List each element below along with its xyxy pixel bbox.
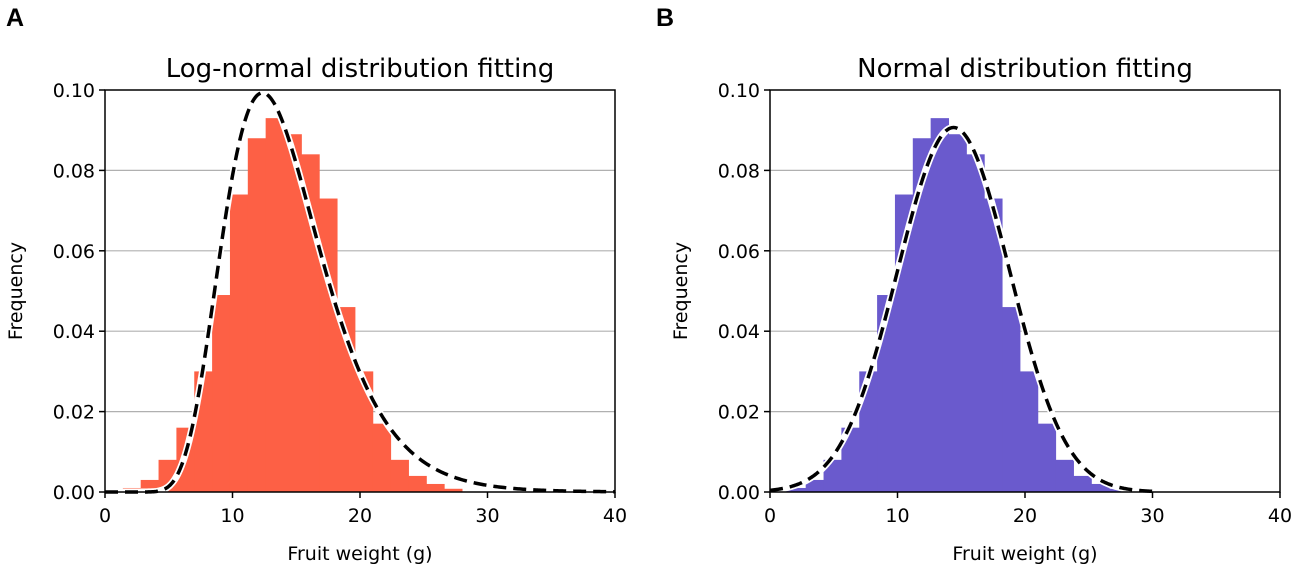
y-tick-label: 0.02 — [53, 402, 95, 424]
y-tick-label: 0.08 — [718, 160, 760, 182]
histogram-bar — [372, 423, 392, 492]
y-tick-label: 0.02 — [718, 402, 760, 424]
histogram-bar — [823, 459, 842, 492]
x-tick-label: 20 — [1013, 505, 1037, 527]
histogram-bar — [229, 194, 249, 492]
panel-letter-a: A — [6, 4, 25, 32]
histogram-bar — [283, 134, 302, 492]
histogram-bar — [1073, 475, 1092, 492]
chart-b-svg: 0 10 20 30 40 0.00 0.02 0.04 0.06 0.08 0.10 Normal … — [670, 54, 1292, 565]
x-tick-label: 30 — [1140, 505, 1164, 527]
x-axis-label: Fruit weight (g) — [287, 543, 432, 565]
histogram-bar — [787, 487, 807, 492]
histogram-bar — [948, 134, 967, 492]
histogram-bar — [354, 371, 374, 492]
histogram-bar — [1002, 307, 1021, 492]
panel-letter-b: B — [656, 4, 675, 32]
fit-curve — [769, 125, 1153, 494]
histogram-bar — [212, 295, 231, 492]
histogram-bar — [444, 488, 463, 492]
histogram-bar — [912, 138, 932, 493]
x-tick-label: 40 — [1268, 505, 1292, 527]
y-tick-label: 0.10 — [53, 80, 95, 102]
histogram-bar — [408, 475, 427, 492]
x-axis-label: Fruit weight (g) — [952, 543, 1097, 565]
chart-a-svg: 0 10 20 30 40 0.00 0.02 0.04 0.06 0.08 0.10 Log-nor… — [5, 54, 627, 565]
chart-panel-b: B 0 10 20 30 40 0.00 0.02 0.04 0.06 0.08 0.10 Norma… — [650, 0, 1299, 570]
y-tick-label: 0.06 — [718, 241, 760, 263]
chart-title: Normal distribution fitting — [857, 54, 1193, 84]
y-axis-label: Frequency — [5, 242, 27, 340]
histogram-bar — [390, 459, 409, 492]
histogram-bar — [247, 138, 267, 493]
x-tick-label: 0 — [764, 505, 776, 527]
y-tick-label: 0.10 — [718, 80, 760, 102]
fit-curve-halo — [102, 89, 618, 496]
y-tick-label: 0.04 — [718, 321, 760, 343]
y-tick-label: 0.00 — [718, 482, 760, 504]
histogram-bar — [966, 154, 985, 492]
y-tick-label: 0.00 — [53, 482, 95, 504]
histogram-bar — [426, 483, 445, 492]
histogram-bar — [841, 427, 860, 492]
x-tick-label: 30 — [475, 505, 499, 527]
histogram-bar — [859, 371, 878, 492]
histogram-bar — [984, 198, 1003, 493]
x-tick-label: 10 — [885, 505, 909, 527]
histogram-bar — [930, 118, 949, 492]
x-tick-label: 40 — [603, 505, 627, 527]
y-tick-label: 0.06 — [53, 241, 95, 263]
x-tick-label: 20 — [348, 505, 372, 527]
chart-panel-a: A 0 10 20 30 40 0.00 0.02 0.04 0.06 0.08 0.10 Log-n… — [5, 4, 627, 565]
histogram-bar — [1091, 483, 1110, 492]
histogram-bar — [1019, 371, 1039, 492]
histogram-bar — [805, 479, 825, 492]
histogram-bar — [1037, 423, 1057, 492]
histogram-bar — [319, 198, 338, 493]
histogram-bar — [1055, 459, 1074, 492]
y-tick-label: 0.04 — [53, 321, 95, 343]
y-axis-label: Frequency — [670, 242, 692, 340]
x-tick-label: 10 — [220, 505, 244, 527]
x-tick-label: 0 — [99, 505, 111, 527]
chart-title: Log-normal distribution fitting — [166, 54, 555, 84]
y-tick-label: 0.08 — [53, 160, 95, 182]
histogram-bar — [265, 118, 284, 492]
